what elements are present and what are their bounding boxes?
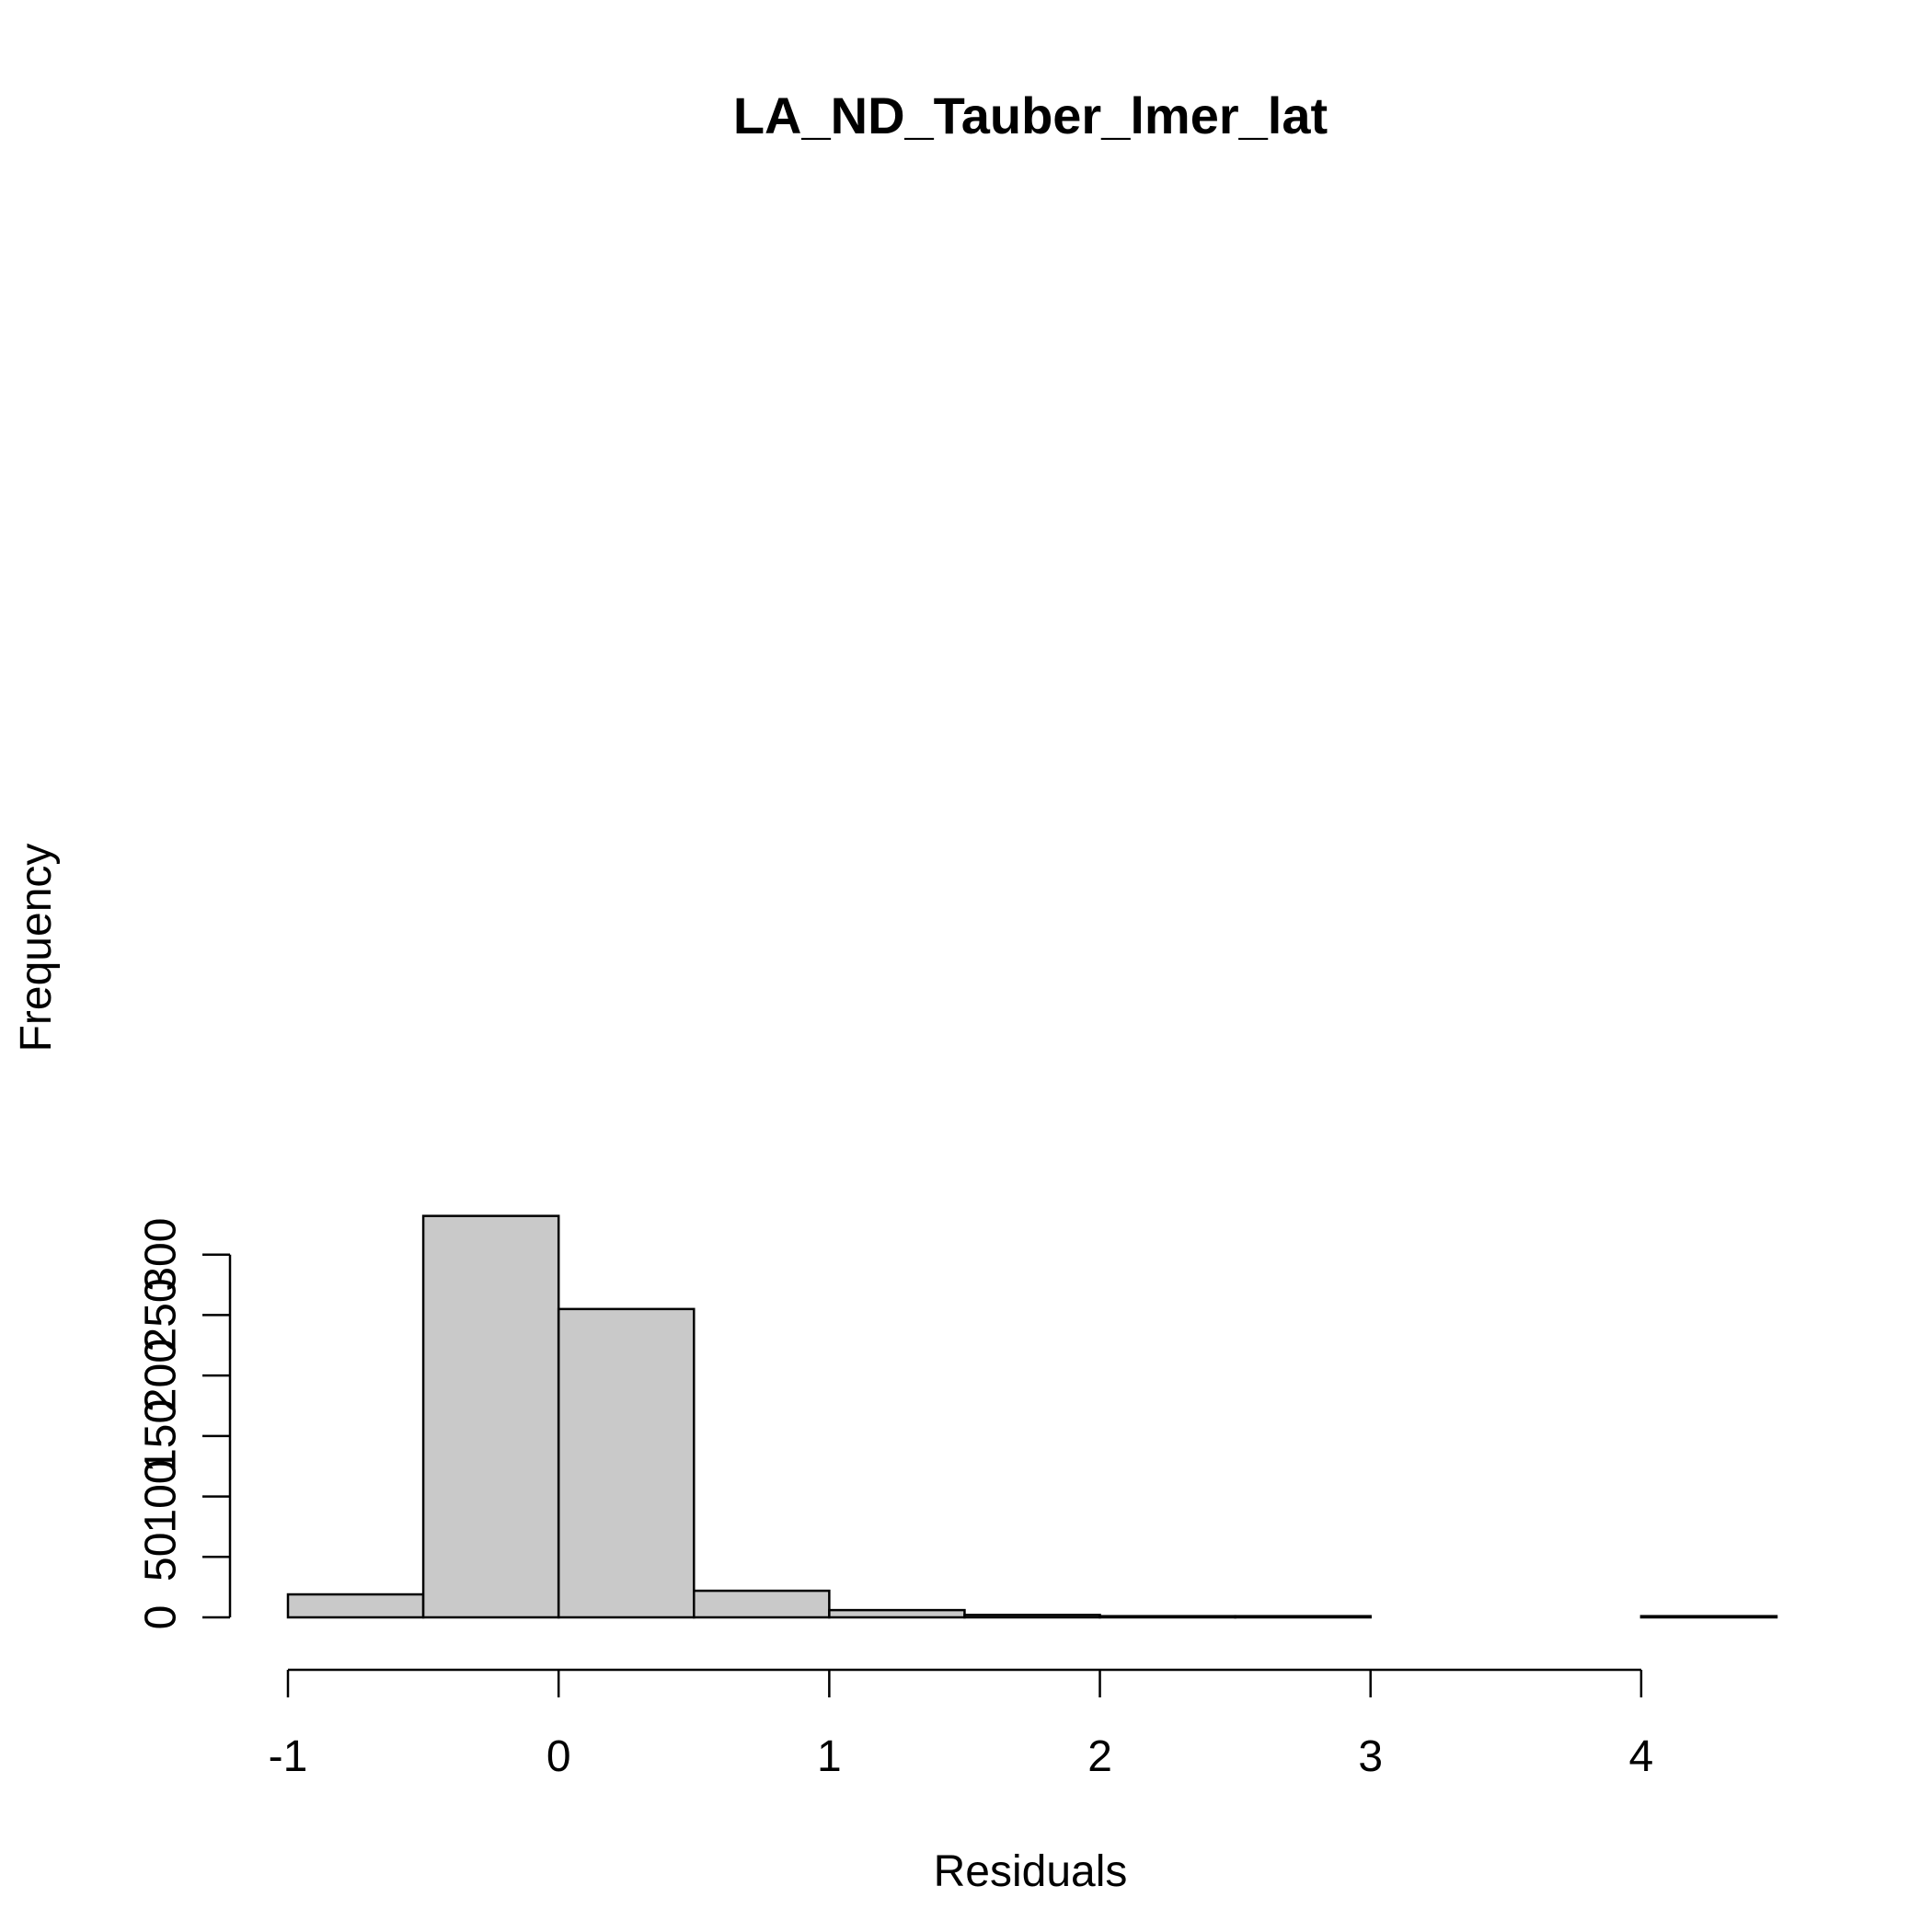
x-tick-label: 1: [817, 1732, 842, 1781]
histogram-bar-0: [286, 1593, 425, 1619]
y-tick-label: 150: [137, 1399, 186, 1473]
x-axis-label: Residuals: [934, 1847, 1128, 1896]
y-tick-label: 50: [137, 1533, 186, 1581]
x-tick-label: 0: [546, 1732, 571, 1781]
histogram-bar-4: [828, 1608, 966, 1619]
y-tick-label: 200: [137, 1339, 186, 1412]
x-tick-label: 4: [1629, 1732, 1654, 1781]
x-tick-label: -1: [269, 1732, 308, 1781]
histogram-bar-5: [963, 1614, 1101, 1619]
histogram-bar-6: [1098, 1615, 1236, 1619]
histogram-bar-7: [1234, 1615, 1372, 1619]
chart-title: LA_ND_Tauber_lmer_lat: [733, 86, 1328, 144]
histogram-bar-1: [421, 1214, 560, 1619]
x-axis: -1 0 1 2 3 4: [269, 1668, 1654, 1781]
x-tick-label: 2: [1087, 1732, 1112, 1781]
histogram-bar-10: [1639, 1615, 1778, 1619]
histogram-bar-2: [557, 1307, 696, 1619]
y-axis-label: Frequency: [12, 844, 61, 1052]
histogram-bars: [286, 1214, 1778, 1619]
histogram-bar-3: [693, 1589, 831, 1619]
y-tick-label: 100: [137, 1460, 186, 1534]
y-tick-label: 0: [137, 1605, 186, 1630]
x-tick-label: 3: [1358, 1732, 1383, 1781]
y-tick-label: 300: [137, 1218, 186, 1292]
y-tick-label: 250: [137, 1278, 186, 1351]
